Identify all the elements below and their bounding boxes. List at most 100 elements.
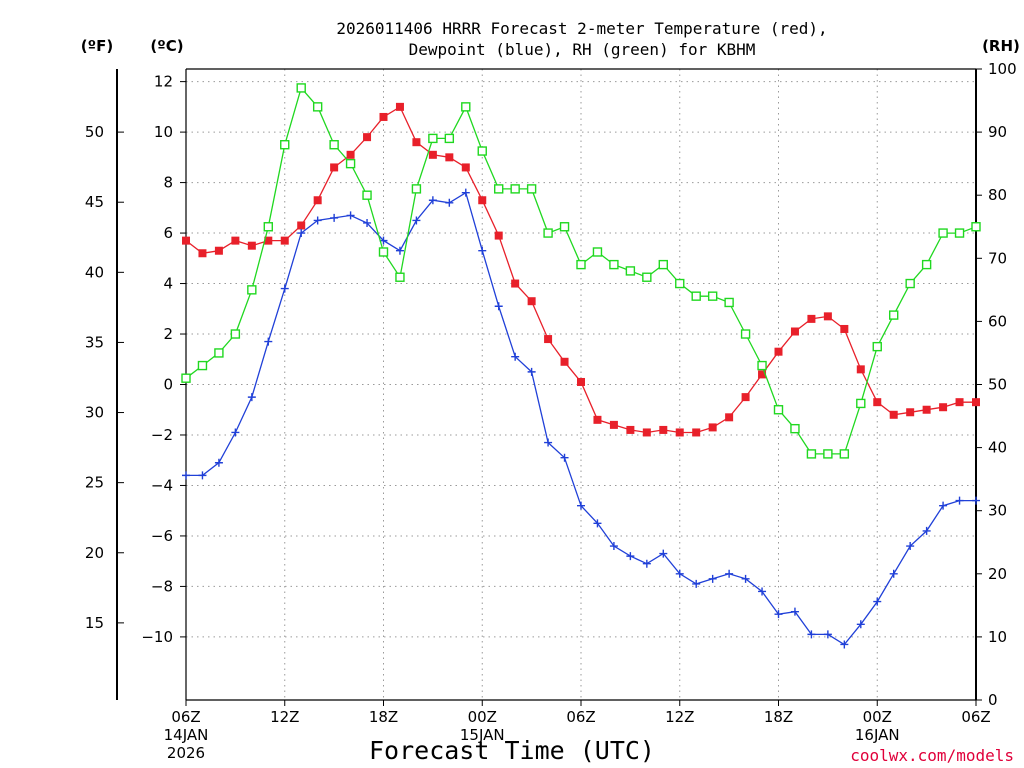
x-tick-label: 00Z [468, 708, 497, 726]
rh-point [889, 310, 899, 320]
rh-point [823, 449, 833, 459]
fahrenheit-unit-label: (ºF) [81, 37, 113, 55]
rh-point [675, 278, 685, 289]
2-meter-temperature-point [856, 365, 865, 374]
rh-point [477, 146, 487, 156]
rh-point [757, 360, 767, 371]
celsius-tick-label: 8 [163, 174, 173, 192]
dewpoint-point [511, 352, 520, 361]
celsius-tick-label: 10 [154, 123, 173, 141]
dewpoint-point [807, 630, 816, 639]
fahrenheit-tick-label: 50 [85, 123, 104, 141]
dewpoint-point [313, 216, 322, 225]
rh-tick-label: 100 [988, 60, 1017, 78]
rh-point [411, 184, 422, 194]
2-meter-temperature-point [330, 163, 339, 172]
rh-tick-label: 10 [988, 628, 1007, 646]
series-layer [181, 83, 981, 649]
fahrenheit-tick-label: 45 [85, 193, 104, 211]
2-meter-temperature-point [527, 297, 536, 306]
dewpoint-point [725, 569, 734, 578]
2-meter-temperature-point [280, 236, 289, 245]
rh-point [247, 285, 257, 295]
x-tick-label: 15JAN [460, 726, 505, 744]
rh-point [724, 297, 734, 308]
rh-point [378, 247, 389, 257]
2-meter-temperature-point [428, 150, 437, 159]
2-meter-temperature-point [626, 425, 635, 434]
rh-point [609, 259, 619, 270]
rh-point [461, 102, 471, 112]
rh-point [428, 133, 438, 144]
rh-point [362, 190, 372, 200]
dewpoint-point [577, 501, 585, 510]
2-meter-temperature-point [346, 150, 355, 159]
dewpoint-point [428, 196, 437, 205]
rh-unit-label: (RH) [982, 37, 1020, 55]
dewpoint-point [889, 569, 898, 578]
dewpoint-point [198, 471, 207, 480]
2-meter-temperature-point [873, 398, 882, 407]
rh-point [559, 222, 570, 232]
rh-point [263, 222, 273, 232]
rh-tick-label: 80 [988, 186, 1007, 204]
rh-point [296, 83, 306, 93]
2-meter-temperature-point [363, 133, 372, 142]
rh-point [592, 247, 603, 257]
2-meter-temperature-point [264, 236, 273, 245]
dewpoint-point [675, 569, 684, 578]
rh-point [576, 259, 586, 270]
dewpoint-point [840, 640, 849, 649]
2-meter-temperature-point [560, 357, 569, 366]
2-meter-temperature-point [461, 163, 470, 172]
x-tick-label: 12Z [665, 708, 694, 726]
rh-point [872, 341, 882, 352]
2-meter-temperature-point [379, 112, 388, 121]
dewpoint-point [280, 284, 289, 293]
2-meter-temperature-point [906, 408, 915, 417]
2-meter-temperature-point [494, 231, 503, 240]
rh-point [921, 259, 932, 270]
2-meter-temperature-point [840, 324, 849, 333]
2-meter-temperature-point [214, 246, 223, 255]
rh-point [773, 405, 784, 415]
rh-point [329, 140, 339, 150]
celsius-tick-label: 2 [163, 325, 173, 343]
rh-tick-label: 30 [988, 502, 1007, 520]
rh-point [543, 228, 553, 238]
dewpoint-point [264, 337, 273, 346]
celsius-tick-label: −6 [151, 527, 173, 545]
2-meter-temperature-point [741, 393, 750, 402]
x-tick-label: 18Z [369, 708, 398, 726]
celsius-tick-label: 12 [154, 73, 173, 91]
dewpoint-point [741, 574, 750, 583]
2-meter-temperature-point [445, 153, 454, 162]
x-tick-label: 16JAN [855, 726, 900, 744]
2-meter-temperature-point [642, 428, 651, 437]
2-meter-temperature-point [478, 196, 487, 205]
dewpoint-point [560, 453, 569, 462]
dewpoint-point [790, 607, 799, 616]
fahrenheit-tick-label: 30 [85, 404, 104, 422]
chart-title-line-2: Dewpoint (blue), RH (green) for KBHM [409, 40, 756, 59]
celsius-tick-label: 0 [163, 376, 173, 394]
2-meter-temperature-point [675, 428, 684, 437]
dewpoint-point [231, 428, 240, 437]
rh-point [740, 329, 751, 339]
dewpoint-point [922, 526, 931, 535]
rh-point [642, 272, 652, 282]
dewpoint-point [659, 549, 668, 558]
celsius-tick-label: 6 [163, 224, 173, 242]
dewpoint-point [823, 630, 832, 639]
dewpoint-point [955, 496, 964, 505]
2-meter-temperature-point [823, 312, 832, 321]
celsius-tick-label: −4 [151, 476, 173, 494]
2-meter-temperature-point [511, 279, 520, 288]
dewpoint-point [642, 559, 651, 568]
2-meter-temperature-point [313, 196, 322, 205]
rh-point [806, 449, 817, 459]
rh-tick-label: 90 [988, 123, 1007, 141]
dewpoint-point [972, 496, 980, 505]
rh-point [197, 360, 208, 371]
